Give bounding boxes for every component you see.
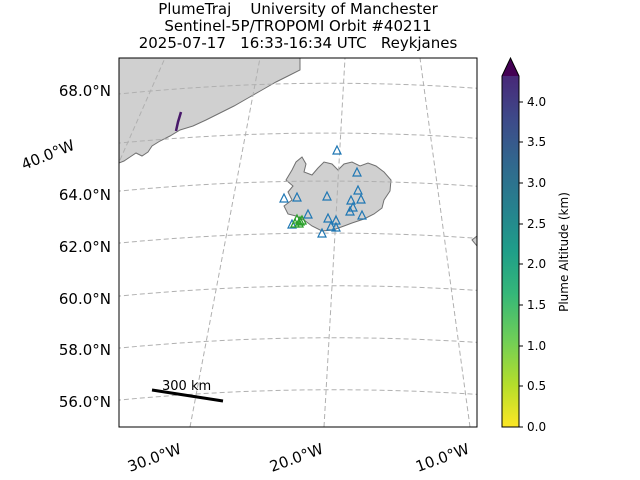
lon-label: 20.0°W xyxy=(267,440,326,476)
volcano-marker xyxy=(323,212,333,223)
volcano-marker xyxy=(346,194,356,205)
plume-trace-high xyxy=(174,111,183,132)
volcano-marker xyxy=(348,201,358,212)
volcano-marker xyxy=(292,191,302,202)
colorbar-tick: 1.0 xyxy=(527,339,546,353)
volcano-marker xyxy=(352,166,362,177)
lon-label: 30.0°W xyxy=(125,440,184,476)
plume-marker xyxy=(293,217,305,228)
parallel-56n xyxy=(119,389,477,401)
lat-label: 60.0°N xyxy=(59,290,111,308)
colorbar: 0.0 0.5 1.0 1.5 2.0 2.5 3.0 3.5 4.0 Plum… xyxy=(501,56,571,434)
volcano-marker xyxy=(287,218,297,229)
parallel-62n xyxy=(119,232,477,244)
colorbar-tick: 2.5 xyxy=(527,217,546,231)
volcano-marker xyxy=(317,227,327,238)
title-line-1: PlumeTraj University of Manchester xyxy=(158,0,438,18)
lat-label: 64.0°N xyxy=(59,186,111,204)
volcano-marker xyxy=(353,184,363,195)
lon-label: 10.0°W xyxy=(413,440,472,476)
volcano-marker xyxy=(322,190,332,201)
parallel-66n xyxy=(119,132,477,144)
volcano-marker xyxy=(332,144,342,155)
lat-label: 58.0°N xyxy=(59,341,111,359)
meridian-10w xyxy=(419,58,471,427)
norway-coast xyxy=(471,235,477,247)
meridian-20w xyxy=(323,58,346,427)
volcano-marker xyxy=(326,220,336,231)
lat-label: 62.0°N xyxy=(59,238,111,256)
map-frame xyxy=(118,57,478,428)
colorbar-extend-arrow xyxy=(502,58,519,76)
parallel-68n xyxy=(119,82,477,95)
greenland-land xyxy=(119,58,301,164)
colorbar-tick: 0.5 xyxy=(527,379,546,393)
scale-bar xyxy=(151,388,224,403)
volcano-marker xyxy=(345,205,355,216)
colorbar-tick: 2.0 xyxy=(527,257,546,271)
volcano-marker xyxy=(303,208,313,219)
lat-label: 68.0°N xyxy=(59,82,111,100)
colorbar-label: Plume Altitude (km) xyxy=(557,192,571,312)
volcano-marker xyxy=(279,192,289,203)
volcano-marker xyxy=(356,193,366,204)
parallel-58n xyxy=(119,337,477,349)
parallel-60n xyxy=(119,285,477,297)
meridian-30w xyxy=(189,58,261,427)
volcano-marker xyxy=(357,209,367,220)
colorbar-tick: 0.0 xyxy=(527,420,546,434)
lon-label-left: 40.0°W xyxy=(19,136,78,174)
colorbar-tick: 1.5 xyxy=(527,298,546,312)
title-line-2: Sentinel-5P/TROPOMI Orbit #40211 xyxy=(164,17,432,35)
title-line-3: 2025-07-17 16:33-16:34 UTC Reykjanes xyxy=(138,34,458,52)
lat-label: 56.0°N xyxy=(59,393,111,411)
colorbar-tick: 3.0 xyxy=(527,176,546,190)
meridian-40w xyxy=(119,58,166,161)
volcano-marker xyxy=(331,221,341,232)
colorbar-tick: 4.0 xyxy=(527,95,546,109)
colorbar-tick: 3.5 xyxy=(527,135,546,149)
parallel-64n xyxy=(119,180,477,192)
scale-bar-label: 300 km xyxy=(162,379,211,394)
